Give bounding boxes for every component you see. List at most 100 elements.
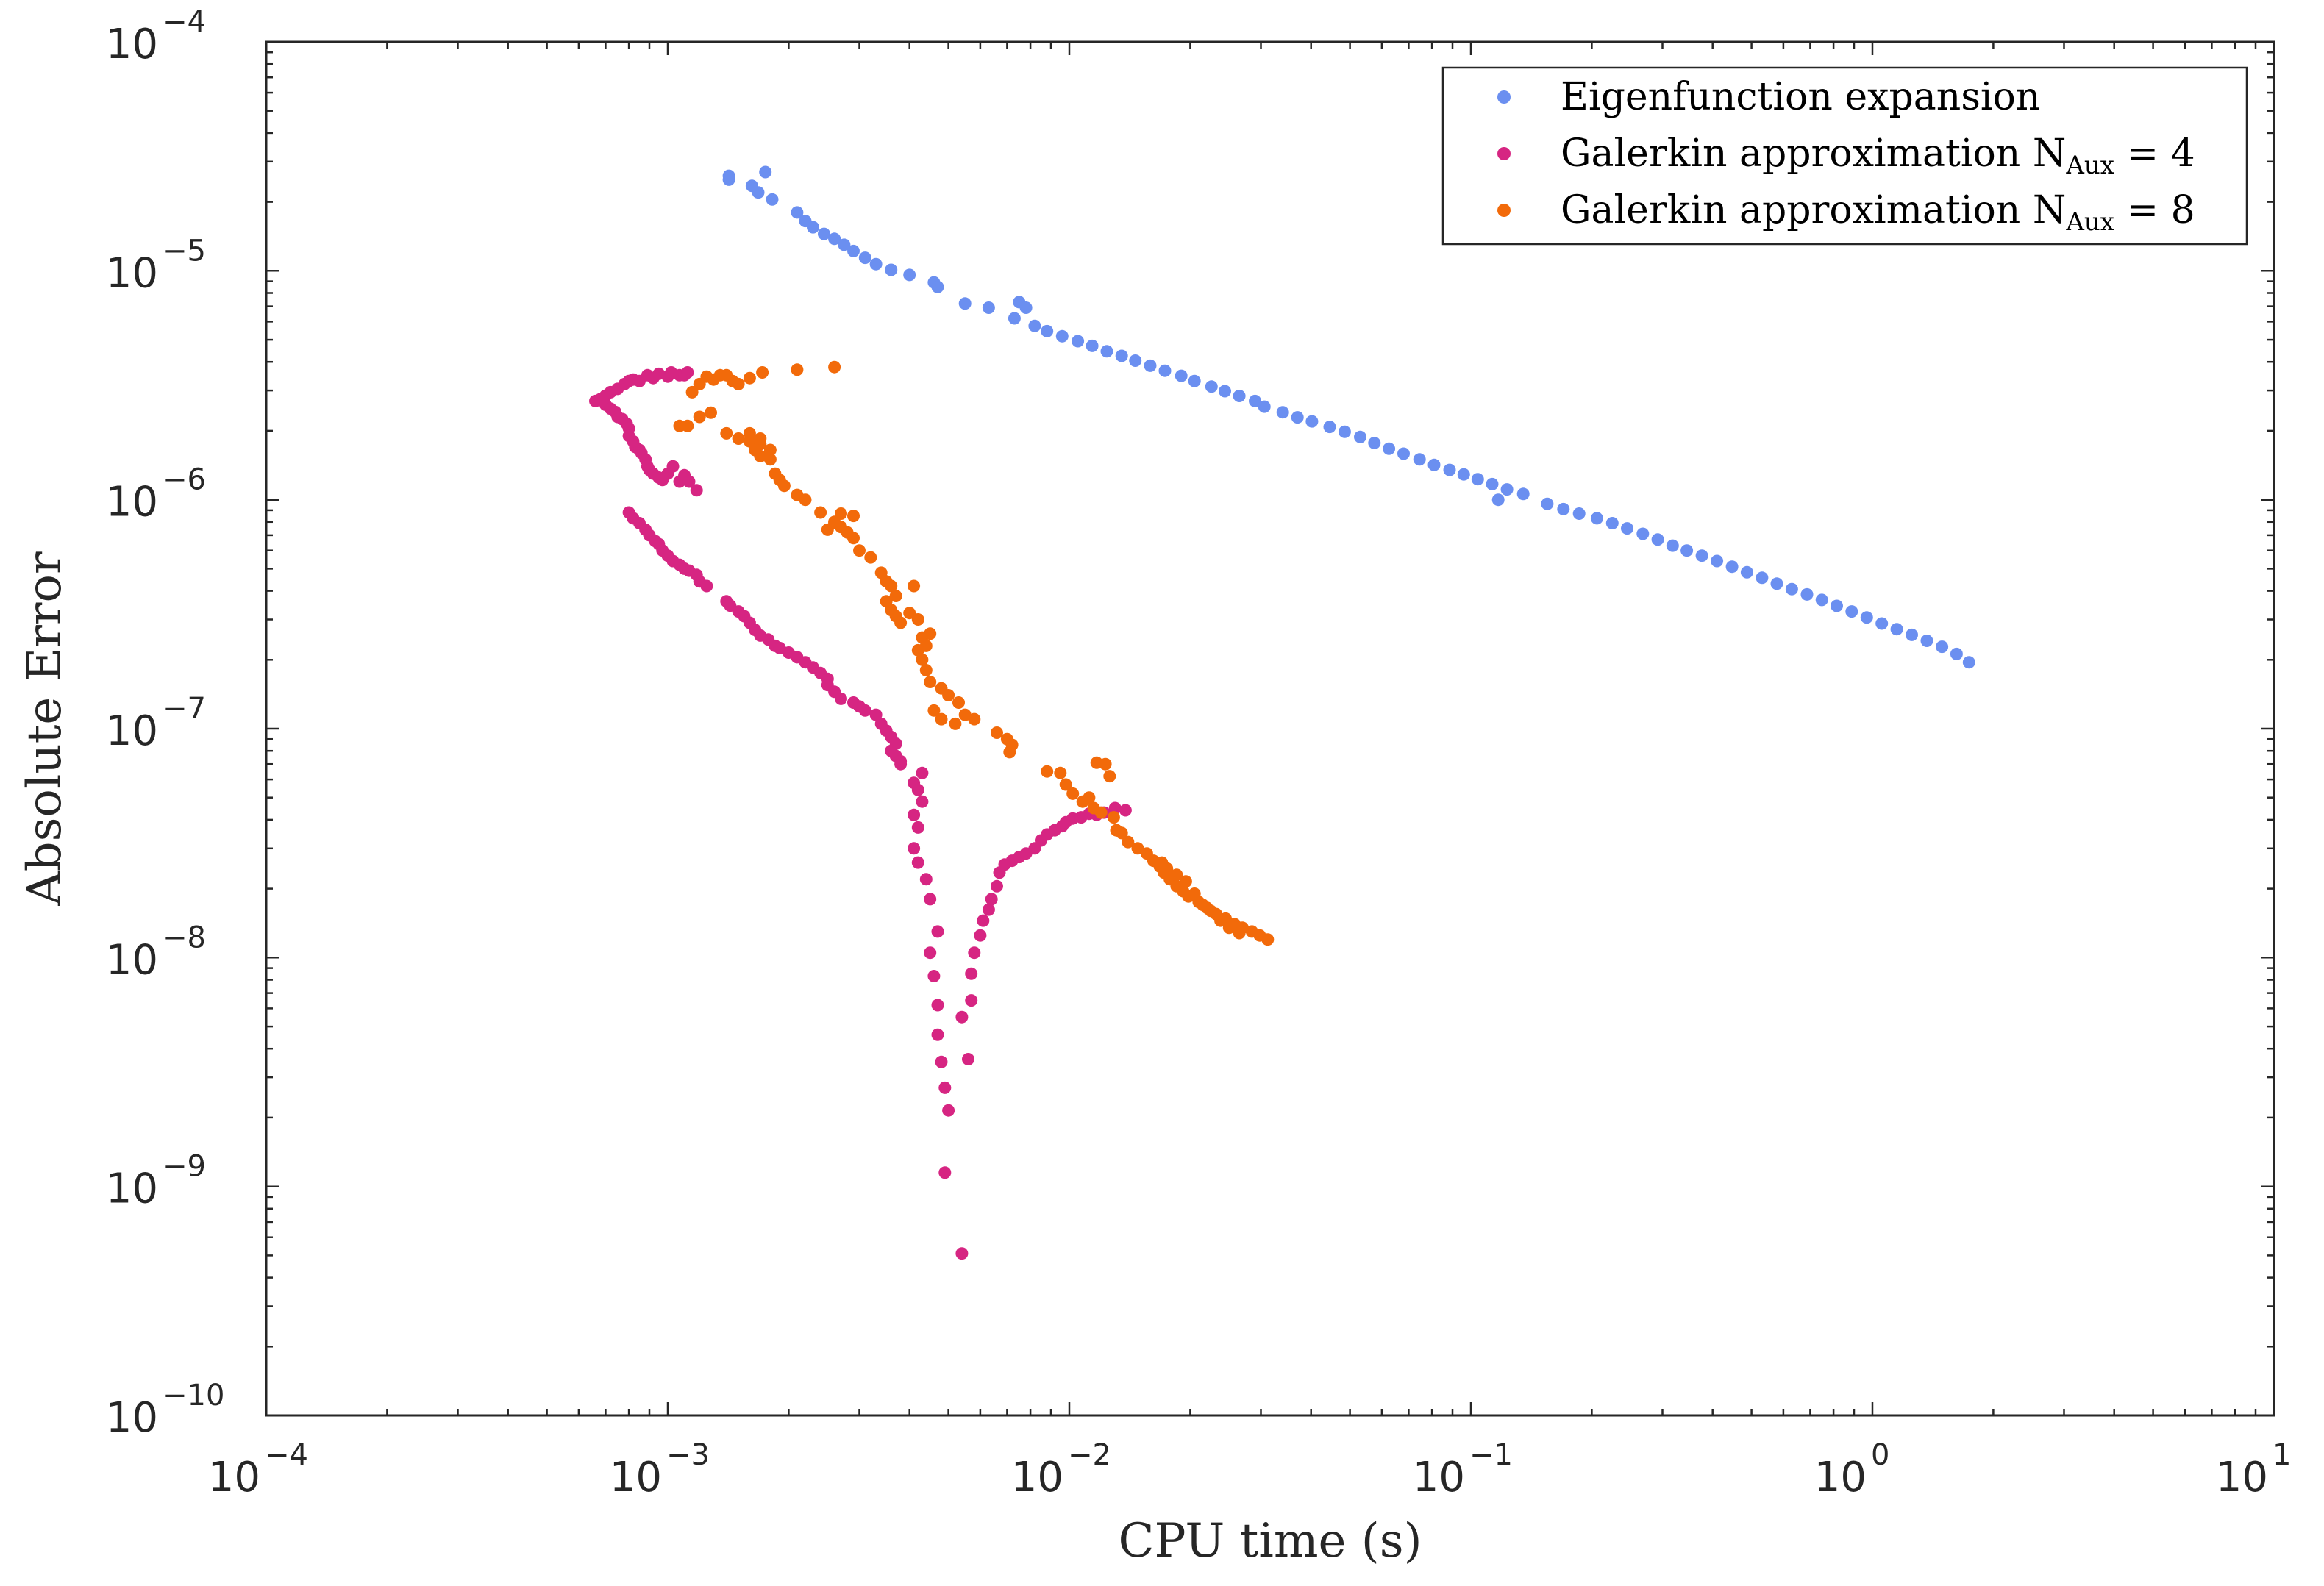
series-0-point-68 [1680,544,1694,557]
series-1-point-36 [666,460,680,473]
series-2-point-41 [864,551,877,564]
series-2-point-57 [916,653,929,666]
series-0-point-59 [1541,497,1554,510]
series-2-point-38 [835,507,847,520]
series-0-point-70 [1711,554,1724,568]
x-tick-exp-4: 0 [1871,1438,1889,1472]
series-0-point-87 [1962,656,1975,669]
y-tick-exp-5: −5 [163,234,206,268]
legend-label-2: Galerkin approximation NAux = 8 [1561,188,2195,237]
series-2-point-10 [791,363,804,376]
series-2-point-114 [1233,926,1246,940]
x-tick-label-3: 10 −1 [1413,1438,1513,1501]
y-axis-title: Absolute Error [18,551,72,907]
series-1-point-134 [1108,801,1122,815]
series-0-point-78 [1831,599,1843,612]
legend-entries: Eigenfunction expansion Galerkin approxim… [1497,75,2195,237]
legend: Eigenfunction expansion Galerkin approxim… [1441,66,2248,246]
series-1-point-115 [982,903,995,916]
series-2-point-49 [894,616,908,629]
y-tick-label-1: 10 −9 [106,1150,206,1213]
series-0-point-58 [1491,493,1505,507]
series-1-point-92 [908,808,921,821]
y-tick-base-3: 10 [106,707,158,755]
legend-entry-2: Galerkin approximation NAux = 8 [1497,188,2195,237]
series-0-point-71 [1725,560,1739,574]
series-0-point-69 [1695,549,1708,562]
series-0-point-82 [1890,623,1903,636]
y-tick-exp-4: −6 [163,463,206,497]
series-1-point-113 [974,929,987,942]
series-0-point-62 [1590,512,1603,525]
series-2-point-23 [743,426,756,440]
series-2-point-28 [777,479,791,493]
series-2-point-63 [927,704,941,717]
series-0-point-23 [1008,312,1021,325]
series-2-point-37 [828,517,841,529]
series-0-point-54 [1471,473,1484,486]
series-1-point-87 [894,757,908,771]
series-1-point-102 [931,1028,944,1041]
series-2-point-77 [1083,791,1096,804]
legend-label-0: Eigenfunction expansion [1561,75,2040,119]
series-0-point-11 [838,238,851,251]
series-2-point-22 [763,453,777,466]
x-tick-exp-0: −4 [265,1438,308,1472]
series-0-point-20 [982,301,995,314]
series-0-point-72 [1740,565,1753,579]
y-tick-exp-3: −7 [163,692,206,726]
x-tick-exp-1: −3 [666,1438,710,1472]
series-2-point-111 [1204,904,1217,918]
series-0-point-74 [1770,577,1783,590]
series-2-point-11 [828,360,841,374]
series-2-point-75 [1066,787,1080,800]
x-tick-exp-3: −1 [1469,1438,1513,1472]
series-0-point-50 [1413,453,1426,466]
series-2-point-31 [814,506,827,519]
series-0-point-77 [1815,593,1828,607]
series-0-point-83 [1906,628,1918,641]
series-0-point-41 [1276,406,1289,419]
series-0-point-31 [1129,354,1142,367]
series-0-point-55 [1486,477,1499,490]
series-2-point-17 [732,432,745,445]
y-tick-label-6: 10 −4 [106,5,206,68]
series-1-point-79 [869,708,883,721]
series-2-point-58 [919,664,933,676]
series-1-point-116 [985,893,998,906]
legend-label-1: Galerkin approximation NAux = 4 [1561,132,2195,180]
series-0-point-27 [1072,335,1085,348]
series-2-point-81 [1099,757,1112,771]
series-1-point-108 [955,1010,969,1024]
legend-marker-1 [1497,147,1511,160]
series-2-point-25 [763,443,777,457]
series-1-point-40 [690,484,703,497]
series-0-point-80 [1860,611,1873,624]
series-1-point-105 [942,1104,955,1117]
series-1-point-135 [1119,804,1132,817]
series-1-point-89 [911,783,924,796]
series-0-point-56 [1500,483,1514,496]
legend-marker-0 [1497,90,1511,104]
y-tick-label-0: 10 −10 [106,1379,225,1442]
legend-entry-0: Eigenfunction expansion [1497,75,2040,119]
x-tick-label-2: 10 −2 [1011,1438,1111,1501]
series-0-point-34 [1175,369,1188,382]
series-0-point-84 [1920,635,1933,647]
series-0-point-30 [1115,349,1128,362]
series-1-point-111 [965,967,978,980]
series-0-point-1 [722,169,735,182]
series-0-point-45 [1338,425,1351,438]
series-2-point-113 [1222,921,1236,935]
series-2-point-71 [1003,746,1016,759]
series-0-point-37 [1219,385,1231,398]
series-1-point-94 [908,842,921,855]
x-tick-label-1: 10 −3 [610,1438,710,1501]
series-1-point-100 [927,970,941,982]
series-0-point-4 [759,165,772,179]
series-2-point-108 [1179,875,1192,888]
series-2-point-40 [853,544,866,557]
series-2-point-52 [911,613,924,626]
series-2-point-64 [935,712,948,726]
